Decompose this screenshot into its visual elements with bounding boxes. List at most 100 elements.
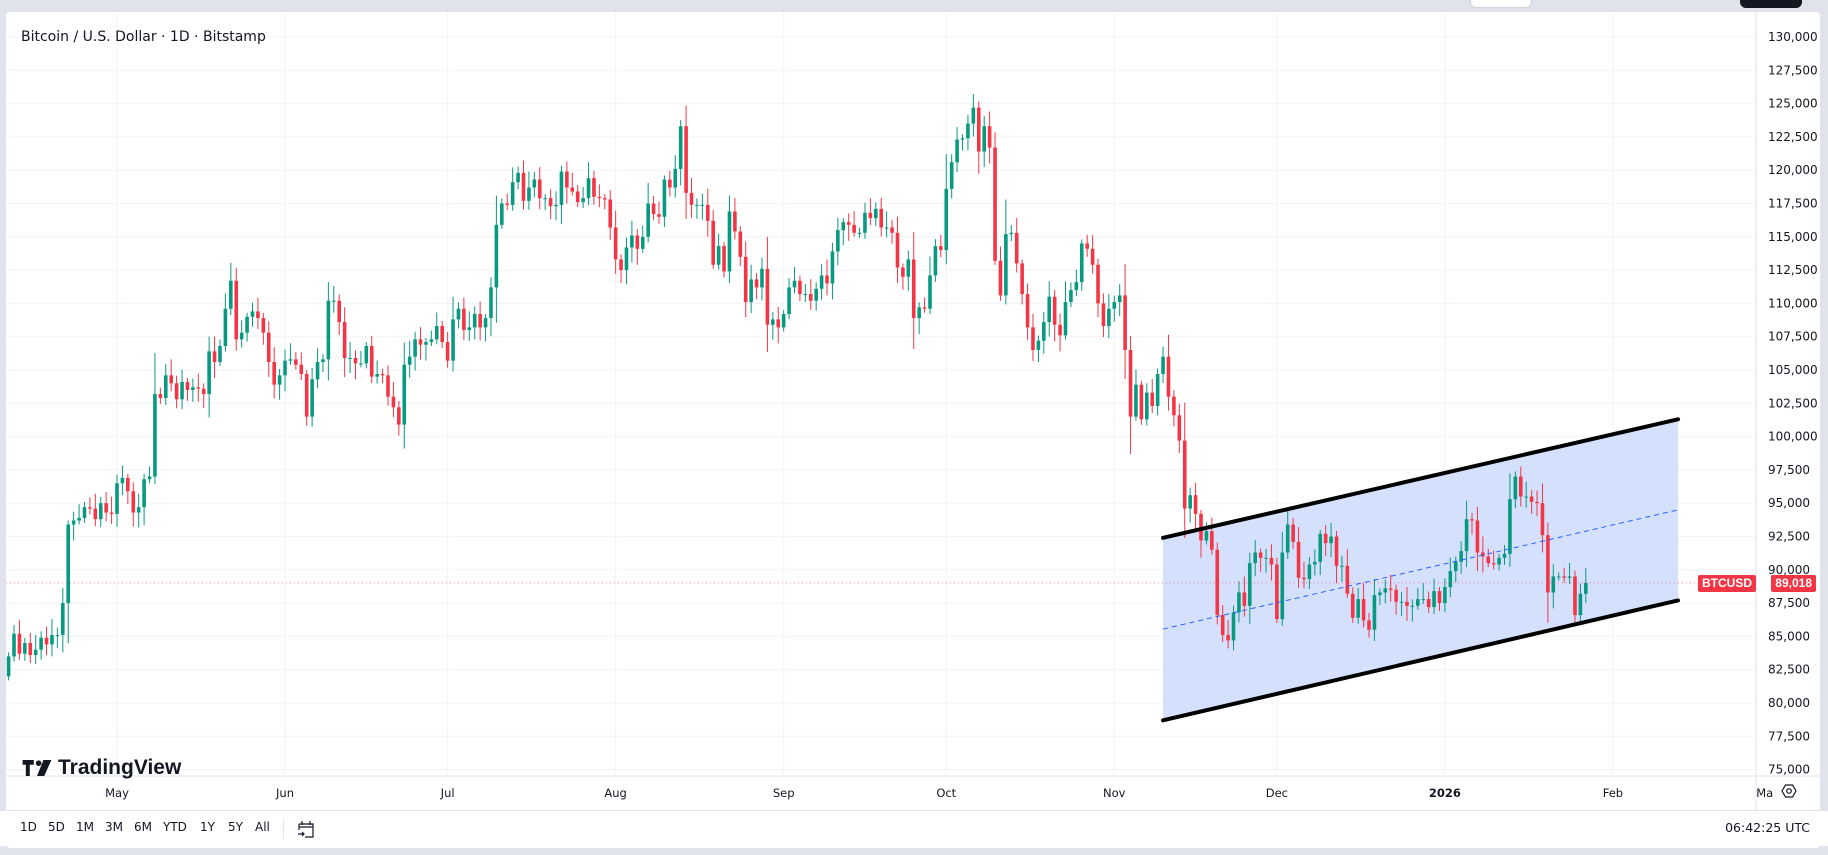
candle — [1399, 591, 1404, 616]
y-tick-label: 105,000 — [1768, 363, 1818, 377]
candle-body — [803, 294, 808, 296]
y-tick-label: 102,500 — [1768, 396, 1818, 410]
candle-body — [1096, 264, 1100, 304]
candle-body — [1361, 599, 1366, 621]
range-3m[interactable]: 3M — [105, 820, 123, 834]
candle — [1356, 587, 1360, 624]
candle — [294, 351, 298, 370]
range-ytd[interactable]: YTD — [163, 820, 187, 834]
candle — [1210, 517, 1214, 555]
candle-body — [1150, 392, 1155, 406]
candle — [700, 193, 705, 220]
candle — [505, 193, 510, 210]
candle — [489, 277, 493, 337]
candle-body — [174, 383, 179, 400]
candle — [743, 241, 748, 318]
candle-body — [294, 359, 298, 365]
candle — [944, 154, 949, 265]
candle — [1047, 281, 1052, 337]
candle — [1215, 542, 1220, 625]
candle-body — [928, 275, 932, 309]
candle-body — [407, 356, 412, 365]
candle — [673, 155, 678, 198]
candle — [565, 161, 569, 204]
candle-body — [1128, 350, 1133, 417]
x-tick-label: Sep — [773, 786, 795, 800]
gear-center — [1786, 788, 1792, 794]
range-5d[interactable]: 5D — [48, 820, 65, 834]
candle-body — [1562, 576, 1566, 578]
candle — [1432, 578, 1436, 615]
candle — [1388, 574, 1393, 602]
candle — [1004, 199, 1008, 305]
candle-body — [61, 603, 65, 636]
candle — [982, 115, 986, 168]
candle — [1486, 548, 1491, 568]
candle — [1372, 578, 1377, 641]
candle-body — [1020, 263, 1024, 295]
candle — [342, 307, 347, 377]
utc-clock[interactable]: 06:42:25 UTC — [1725, 820, 1810, 835]
candle — [55, 627, 60, 649]
candle — [581, 186, 585, 209]
candle — [71, 511, 76, 541]
candle — [527, 171, 531, 210]
candle — [787, 278, 791, 320]
candle — [760, 257, 764, 301]
candle-body — [1063, 302, 1068, 336]
range-1y[interactable]: 1Y — [200, 820, 215, 834]
x-tick-label: Dec — [1266, 786, 1288, 800]
calendar-goto-icon[interactable] — [296, 819, 316, 839]
candle-body — [1123, 295, 1127, 351]
candle-body — [55, 635, 60, 637]
candle — [348, 342, 352, 373]
range-6m[interactable]: 6M — [134, 820, 152, 834]
candle — [1426, 591, 1431, 614]
candle — [592, 170, 596, 205]
candle — [391, 381, 396, 418]
tradingview-logo-text: TradingView — [58, 756, 182, 779]
candle-body — [1155, 373, 1160, 406]
candle-body — [830, 251, 835, 284]
candle-body — [153, 393, 157, 477]
candle-body — [33, 649, 38, 656]
y-tick-label: 125,000 — [1768, 97, 1818, 111]
tradingview-logo[interactable]: TradingView — [22, 756, 181, 780]
candlestick-chart[interactable]: 130,000 127,500 125,000 122,500 120,000 117,5… — [6, 12, 1820, 812]
candle-body — [1486, 556, 1491, 564]
range-5y[interactable]: 5Y — [228, 820, 243, 834]
candle — [163, 364, 168, 405]
candle-body — [359, 363, 363, 365]
symbol-price-tag: BTCUSD — [1698, 575, 1756, 592]
candle — [1188, 487, 1192, 523]
chart-panel[interactable]: 130,000 127,500 125,000 122,500 120,000 117,5… — [6, 12, 1820, 848]
range-all[interactable]: All — [255, 820, 270, 834]
candle-body — [1329, 536, 1333, 544]
candle — [765, 236, 770, 353]
candle — [548, 189, 553, 220]
candle — [88, 497, 92, 515]
range-1d[interactable]: 1D — [20, 820, 37, 834]
candle — [1524, 481, 1528, 508]
candle-body — [1237, 592, 1241, 613]
range-1m[interactable]: 1M — [76, 820, 94, 834]
candle — [304, 370, 309, 426]
candle — [1448, 557, 1453, 598]
candle-body — [1540, 503, 1545, 536]
candle-body — [619, 259, 623, 271]
candle — [1285, 507, 1290, 559]
candle-body — [332, 300, 336, 302]
candle-body — [1367, 620, 1371, 630]
gear-icon[interactable] — [1781, 784, 1797, 798]
candle-body — [1079, 243, 1084, 283]
candle-body — [1193, 495, 1198, 514]
candle-body — [603, 198, 607, 200]
y-tick-label: 95,000 — [1768, 496, 1810, 510]
candle — [402, 342, 407, 449]
candle-body — [71, 520, 76, 525]
top-toolbar-button-dark[interactable] — [1740, 0, 1802, 8]
candle-body — [1464, 519, 1469, 552]
candle — [1172, 390, 1176, 427]
candle — [597, 184, 602, 208]
top-toolbar-button[interactable] — [1470, 0, 1532, 8]
